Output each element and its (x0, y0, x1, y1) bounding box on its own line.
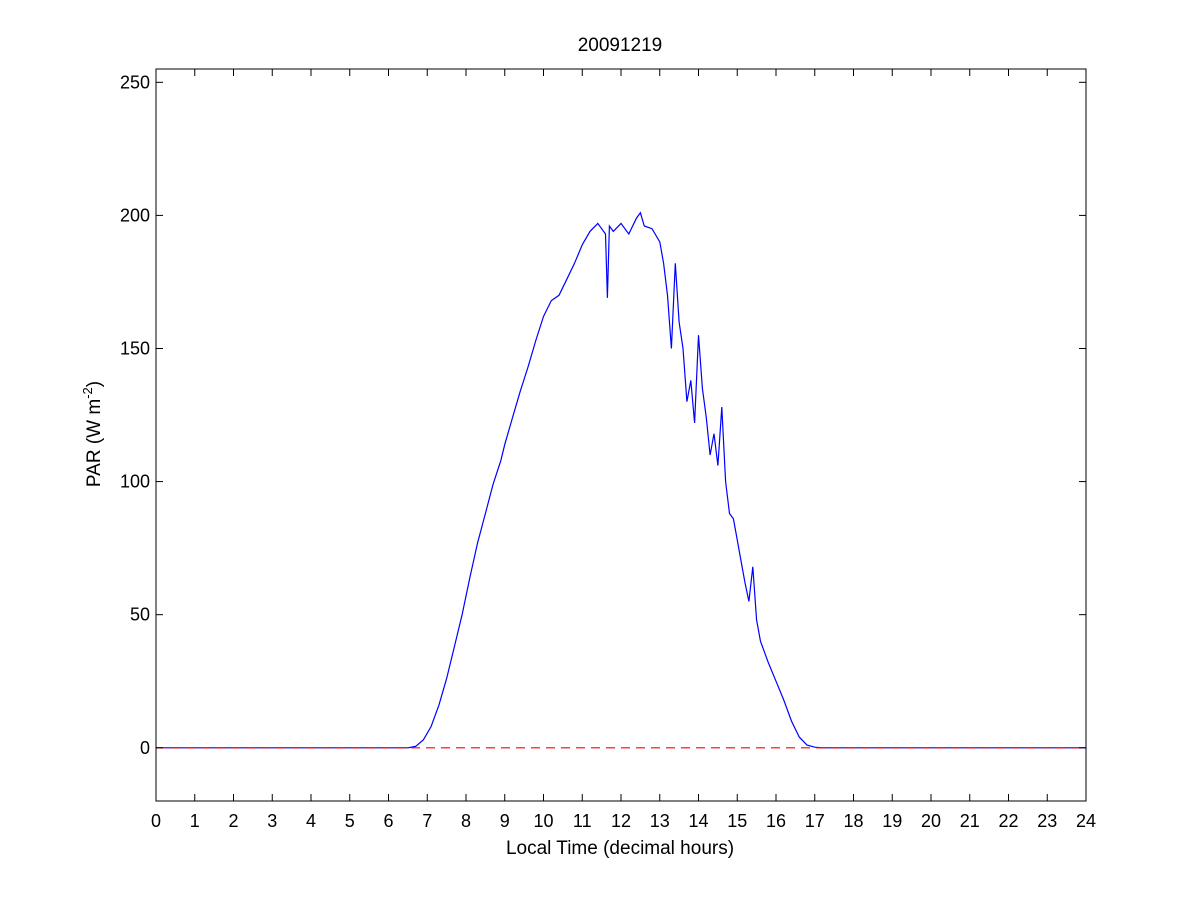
x-tick-label: 13 (650, 811, 670, 831)
x-tick-label: 9 (500, 811, 510, 831)
y-axis-title: PAR (W m-2) (80, 381, 105, 487)
y-tick-label: 100 (120, 472, 150, 492)
x-tick-label: 10 (533, 811, 553, 831)
plot-area: 0 1 2 3 4 5 6 7 8 9 10 11 12 13 14 15 16 17 18 19 20 21 22 23 24… (120, 68, 1096, 831)
x-tick-label: 6 (383, 811, 393, 831)
x-tick-label: 18 (843, 811, 863, 831)
x-tick-label: 12 (611, 811, 631, 831)
par-series-line (156, 211, 1086, 749)
x-tick-label: 22 (998, 811, 1018, 831)
x-tick-label: 3 (267, 811, 277, 831)
x-tick-label: 21 (960, 811, 980, 831)
x-tick-label: 7 (422, 811, 432, 831)
x-tick-label: 4 (306, 811, 316, 831)
x-tick-label: 1 (190, 811, 200, 831)
x-tick-label: 24 (1076, 811, 1096, 831)
y-axis-title-superscript: -2 (80, 387, 95, 399)
chart-title: 20091219 (578, 35, 663, 56)
x-tick-label: 23 (1037, 811, 1057, 831)
x-tick-label: 2 (228, 811, 238, 831)
y-tick-label: 50 (130, 605, 150, 625)
x-tick-label: 0 (151, 811, 161, 831)
x-tick-label: 8 (461, 811, 471, 831)
x-tick-label: 19 (882, 811, 902, 831)
x-tick-label: 17 (805, 811, 825, 831)
y-axis-title-end: ) (84, 381, 105, 387)
y-tick-label: 250 (120, 72, 150, 92)
y-tick-label: 200 (120, 205, 150, 225)
x-tick-label: 15 (727, 811, 747, 831)
x-axis-title: Local Time (decimal hours) (506, 838, 734, 859)
x-tick-label: 11 (573, 811, 592, 831)
y-axis-title-main: PAR (W m (84, 399, 105, 487)
y-tick-label: 0 (140, 738, 150, 758)
x-tick-label: 20 (921, 811, 941, 831)
x-tick-label: 5 (345, 811, 355, 831)
y-tick-label: 150 (120, 338, 150, 358)
x-tick-label: 14 (688, 811, 708, 831)
x-tick-label: 16 (766, 811, 786, 831)
